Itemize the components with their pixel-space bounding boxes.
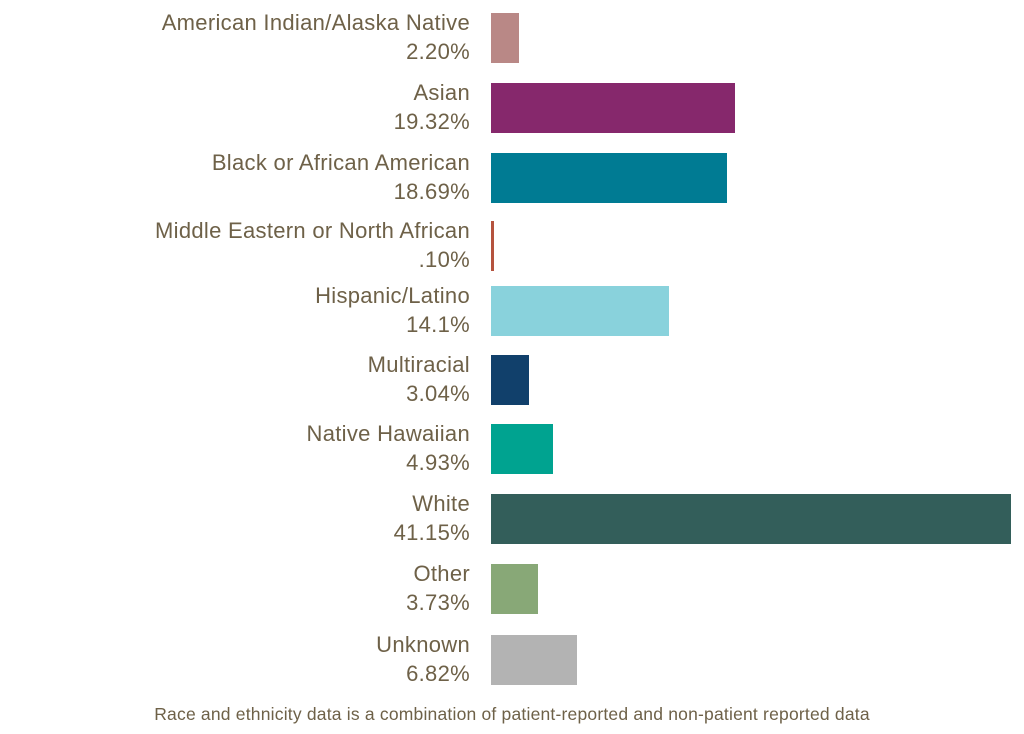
value-label: 3.04% [406, 381, 470, 406]
bar [491, 221, 494, 271]
category-name: Black or African American [211, 150, 470, 175]
bar [491, 564, 539, 614]
category-name: Native Hawaiian [306, 421, 470, 446]
bar [491, 494, 1011, 544]
category-name: Hispanic/Latino [315, 283, 470, 308]
category-label: Multiracial 3.04% [368, 350, 470, 408]
bar [491, 83, 736, 133]
value-label: 3.73% [406, 590, 470, 615]
category-label: Asian 19.32% [394, 78, 470, 136]
category-name: Other [413, 561, 470, 586]
bar [491, 13, 519, 63]
bar [491, 355, 530, 405]
category-label: Native Hawaiian 4.93% [307, 419, 470, 477]
category-label: Unknown 6.82% [376, 630, 470, 688]
value-label: 18.69% [393, 179, 470, 204]
category-label: Hispanic/Latino 14.1% [315, 281, 470, 339]
value-label: 4.93% [406, 450, 470, 475]
value-label: 19.32% [393, 109, 470, 134]
category-label: Middle Eastern or North African .10% [155, 216, 470, 274]
category-label: Other 3.73% [406, 559, 470, 617]
bar [491, 635, 578, 685]
bar [491, 286, 670, 336]
category-name: Unknown [376, 632, 470, 657]
category-name: White [412, 491, 470, 516]
value-label: 41.15% [393, 520, 470, 545]
category-label: American Indian/Alaska Native 2.20% [162, 8, 470, 66]
category-name: Middle Eastern or North African [155, 218, 470, 243]
bar [491, 153, 728, 203]
category-name: Asian [413, 80, 470, 105]
category-label: White 41.15% [394, 489, 470, 547]
value-label: .10% [418, 247, 470, 272]
category-label: Black or African American 18.69% [212, 148, 470, 206]
chart-footnote: Race and ethnicity data is a combination… [154, 704, 870, 724]
value-label: 2.20% [406, 39, 470, 64]
bar [491, 424, 554, 474]
category-name: Multiracial [367, 352, 470, 377]
value-label: 14.1% [406, 312, 470, 337]
category-name: American Indian/Alaska Native [161, 10, 470, 35]
value-label: 6.82% [406, 661, 470, 686]
